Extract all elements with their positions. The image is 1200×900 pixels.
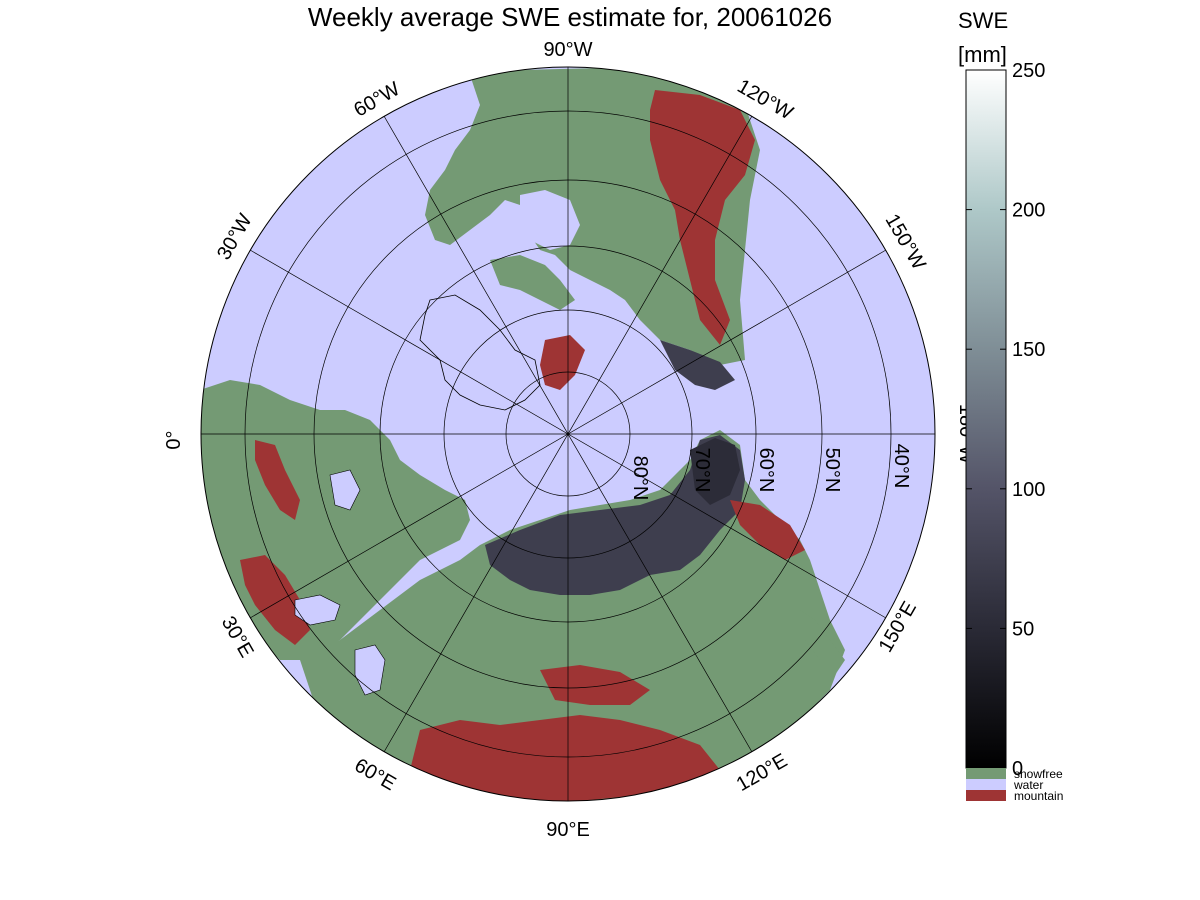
altai-mountains: [540, 665, 650, 705]
colorbar-category-label: water: [1013, 778, 1043, 792]
colorbar-category-label: snowfree: [1014, 767, 1063, 781]
hudson-bay: [520, 190, 580, 250]
colorbar-tick-label: 100: [1012, 479, 1045, 501]
colorbar-title: SWE [mm]: [958, 4, 1008, 72]
colorbar-tick-label: 50: [1012, 618, 1034, 640]
label-90e: 90°E: [546, 819, 590, 841]
label-60n: 60°N: [755, 448, 777, 493]
meridian-150w-30e: [249, 249, 887, 619]
arctic-islands: [490, 255, 575, 310]
colorbar-tick-label: 150: [1012, 339, 1045, 361]
colorbar-category-swatch: [966, 768, 1006, 779]
label-80n: 80°N: [629, 456, 651, 501]
alps-mountains: [240, 555, 310, 645]
japan: [800, 610, 845, 675]
label-40n: 40°N: [890, 444, 912, 489]
east-siberia-snow: [690, 438, 740, 505]
parallel-labels: 80°N 70°N 60°N 50°N 40°N: [629, 444, 912, 501]
label-60e: 60°E: [351, 754, 400, 795]
baffin-island: [540, 335, 585, 390]
graticule: [201, 67, 935, 801]
label-70n: 70°N: [691, 448, 713, 493]
colorbar-tick-label: 200: [1012, 200, 1045, 222]
baltic-sea: [329, 469, 361, 511]
caspian-sea: [354, 644, 386, 696]
label-90w: 90°W: [543, 39, 592, 61]
colorbar-tick-label: 250: [1012, 60, 1045, 82]
european-mountains: [255, 440, 300, 520]
colorbar-category-label: mountain: [1014, 789, 1063, 803]
colorbar-label-unit: [mm]: [958, 42, 1007, 67]
colorbar-tick-label: 0: [1012, 758, 1023, 780]
colorbar-ticks: 0 50 100 150 200 250: [966, 60, 1045, 780]
label-0: 0°: [163, 430, 185, 449]
label-50n: 50°N: [821, 448, 843, 493]
himalaya-mountains: [410, 715, 720, 801]
east-asia-mountains: [730, 500, 805, 560]
greenland-outline: [419, 294, 541, 411]
canada-snow-cover: [660, 340, 735, 390]
map-title: Weekly average SWE estimate for, 2006102…: [307, 2, 833, 32]
colorbar-category-swatch: [966, 790, 1006, 801]
colorbar-gradient: [965, 69, 1007, 769]
black-sea: [294, 594, 341, 626]
colorbar-label-swe: SWE: [958, 8, 1009, 33]
map-border: [200, 66, 936, 802]
colorbar-category-swatch: [966, 779, 1006, 790]
